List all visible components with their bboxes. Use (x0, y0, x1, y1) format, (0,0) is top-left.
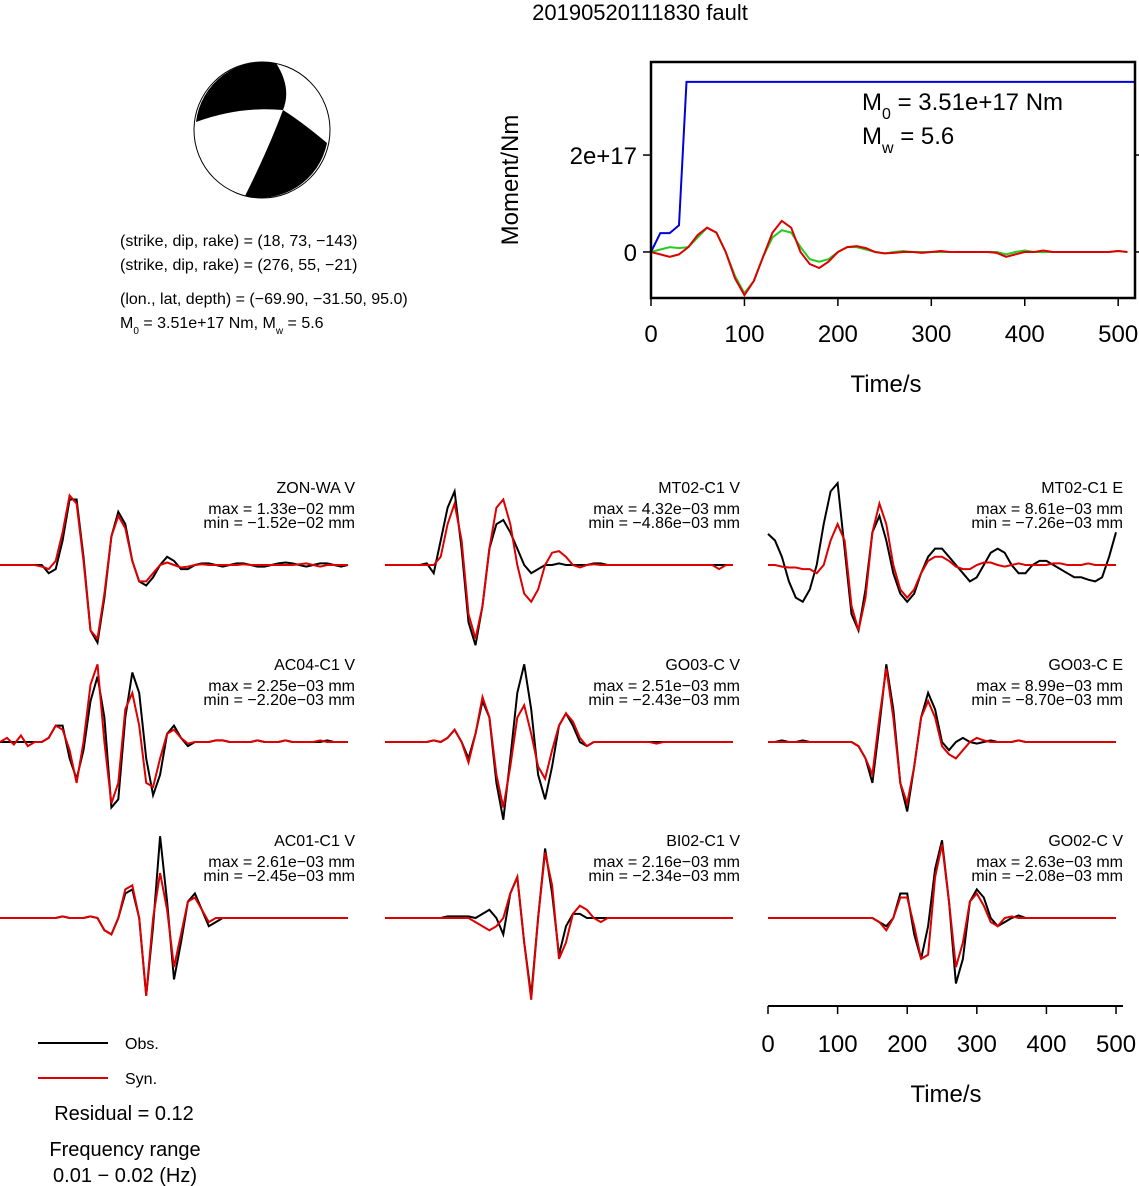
x-tick-label: 500 (1098, 321, 1138, 348)
station-label: MT02-C1 E (1041, 480, 1123, 497)
max-label: max = 1.33e−02 mm (208, 501, 355, 518)
legend-label: Obs. (125, 1036, 159, 1053)
text-part: M (862, 89, 882, 116)
waveform-syn (0, 663, 348, 804)
text-part: M (862, 123, 882, 150)
max-label: max = 2.61e−03 mm (208, 854, 355, 871)
waveform-obs (767, 480, 1117, 635)
frequency-label: Frequency range (49, 1139, 200, 1161)
text-part: 0 (882, 106, 891, 123)
station-label: GO03-C E (1048, 657, 1123, 674)
text-part: M (120, 315, 133, 332)
station-label: ZON-WA V (276, 480, 355, 497)
x-tick-label: 300 (957, 1031, 997, 1058)
x-tick-label: 0 (644, 321, 657, 348)
text-part: w (881, 140, 894, 157)
moment-line (650, 80, 1135, 253)
min-label: min = −2.08e−03 mm (971, 868, 1123, 885)
annotation: Mw = 5.6 (862, 123, 954, 157)
station-label: BI02-C1 V (666, 833, 740, 850)
station-label: AC04-C1 V (274, 657, 355, 674)
min-label: min = −2.43e−03 mm (588, 692, 740, 709)
min-label: min = −1.52e−02 mm (203, 515, 355, 532)
text-part: = 3.51e+17 Nm, M (139, 315, 276, 332)
station-label: GO03-C V (665, 657, 740, 674)
min-label: min = −2.34e−03 mm (588, 868, 740, 885)
figure-title: 20190520111830 fault (532, 0, 748, 25)
station-label: GO02-C V (1048, 833, 1123, 850)
y-tick-label: 2e+17 (570, 143, 637, 170)
waveform-obs (0, 498, 349, 646)
beachball-lobe (196, 61, 287, 122)
station-label: AC01-C1 V (274, 833, 355, 850)
x-tick-label: 500 (1096, 1031, 1136, 1058)
min-label: min = −4.86e−03 mm (588, 515, 740, 532)
waveform-syn (768, 500, 1116, 631)
x-tick-label: 400 (1026, 1031, 1066, 1058)
y-tick-label: 0 (624, 240, 637, 267)
max-label: max = 8.99e−03 mm (976, 678, 1123, 695)
max-label: max = 2.51e−03 mm (593, 678, 740, 695)
y-axis-label: Moment/Nm (497, 115, 524, 246)
annotation: M0 = 3.51e+17 Nm (862, 89, 1063, 123)
text-part: = 5.6 (283, 315, 324, 332)
text-part: 0 (133, 326, 139, 337)
max-label: max = 8.61e−03 mm (976, 501, 1123, 518)
moment-line (650, 219, 1128, 298)
waveform-syn (768, 844, 1116, 968)
x-tick-label: 100 (724, 321, 764, 348)
mechanism-line: (lon., lat, depth) = (−69.90, −31.50, 95… (120, 291, 408, 308)
x-tick-label: 100 (818, 1031, 858, 1058)
moment-line (650, 226, 1128, 296)
x-tick-label: 200 (887, 1031, 927, 1058)
min-label: min = −2.45e−03 mm (203, 868, 355, 885)
station-label: MT02-C1 V (658, 480, 740, 497)
max-label: max = 4.32e−03 mm (593, 501, 740, 518)
frequency-range: 0.01 − 0.02 (Hz) (53, 1165, 197, 1186)
max-label: max = 2.63e−03 mm (976, 854, 1123, 871)
text-part: = 5.6 (894, 123, 955, 150)
waveform-syn (0, 872, 348, 996)
beachball-lobe (245, 110, 327, 198)
x-tick-label: 300 (911, 321, 951, 348)
min-label: min = −7.26e−03 mm (971, 515, 1123, 532)
max-label: max = 2.25e−03 mm (208, 678, 355, 695)
waveform-syn (385, 852, 733, 1000)
x-tick-label: 400 (1005, 321, 1045, 348)
text-part: w (275, 326, 284, 337)
x-axis-label: Time/s (910, 1081, 981, 1108)
beachball (193, 61, 331, 199)
waveform-syn (768, 668, 1116, 808)
x-tick-label: 0 (761, 1031, 774, 1058)
residual: Residual = 0.12 (54, 1103, 194, 1125)
waveform-syn (385, 693, 733, 808)
legend-label: Syn. (125, 1071, 157, 1088)
text-part: = 3.51e+17 Nm (891, 89, 1063, 116)
min-label: min = −8.70e−03 mm (971, 692, 1123, 709)
mechanism-line: (strike, dip, rake) = (276, 55, −21) (120, 257, 357, 274)
mechanism-moment: M0 = 3.51e+17 Nm, Mw = 5.6 (120, 315, 324, 337)
x-axis-label: Time/s (850, 371, 921, 398)
x-tick-label: 200 (818, 321, 858, 348)
waveform-syn (0, 493, 348, 641)
waveform-syn (385, 497, 733, 639)
max-label: max = 2.16e−03 mm (593, 854, 740, 871)
min-label: min = −2.20e−03 mm (203, 692, 355, 709)
plot-frame (649, 60, 1137, 300)
mechanism-line: (strike, dip, rake) = (18, 73, −143) (120, 233, 357, 250)
